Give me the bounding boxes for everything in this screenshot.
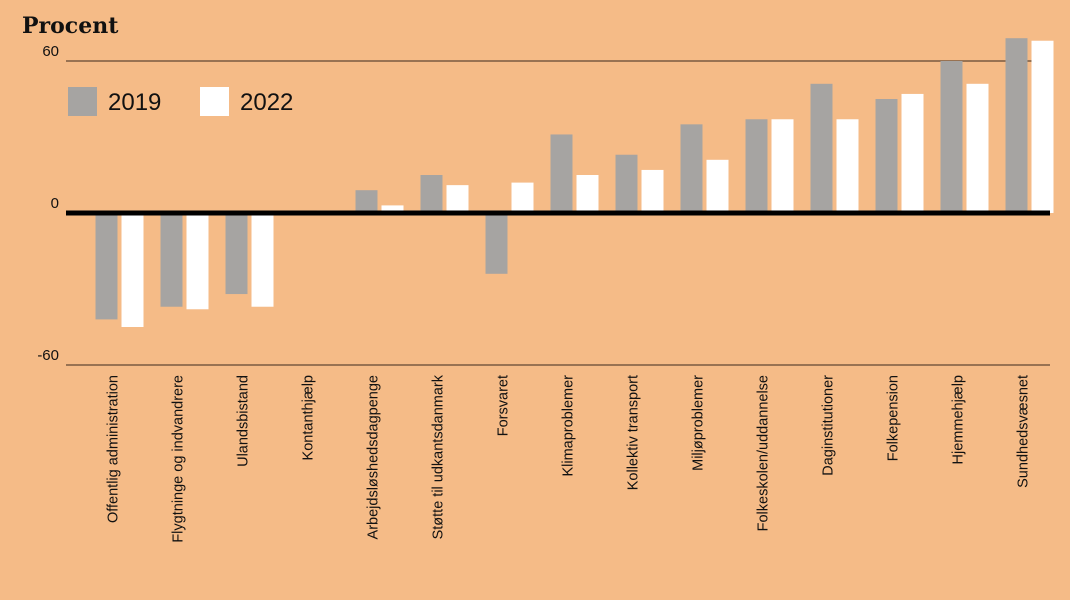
legend: 2019 2022 — [68, 87, 293, 116]
bar-2022 — [576, 175, 599, 213]
bar-2019 — [745, 119, 768, 213]
bar-2022 — [251, 213, 274, 307]
x-tick-label: Hjemmehjælp — [951, 375, 967, 464]
y-tick-label: 60 — [42, 43, 59, 60]
bar-2019 — [95, 213, 118, 320]
bar-2022 — [836, 119, 859, 213]
x-tick-label: Kollektiv transport — [626, 375, 642, 490]
bar-2022 — [706, 159, 729, 213]
bars — [95, 38, 1054, 327]
x-tick-label: Folkepension — [886, 375, 902, 461]
bar-2022 — [641, 169, 664, 213]
bar-2019 — [680, 124, 703, 213]
legend-swatch-2019 — [68, 87, 97, 116]
x-tick-label: Offentlig administration — [106, 375, 122, 523]
y-tick-label: 0 — [51, 195, 59, 212]
legend-label-2019: 2019 — [108, 89, 161, 116]
bar-2022 — [1031, 40, 1054, 213]
x-tick-label: Daginstitutioner — [821, 375, 837, 476]
bar-2019 — [550, 134, 573, 213]
y-tick-labels: 60 0 -60 — [37, 43, 59, 364]
bar-2019 — [420, 175, 443, 213]
bar-2019 — [615, 154, 638, 213]
x-tick-label: Kontanthjælp — [301, 375, 317, 460]
bar-2022 — [121, 213, 144, 327]
bar-2019 — [355, 190, 378, 213]
legend-label-2022: 2022 — [240, 89, 293, 116]
bar-2022 — [511, 182, 534, 213]
x-tick-label: Sundhedsvæsnet — [1016, 375, 1032, 488]
legend-swatch-2022 — [200, 87, 229, 116]
bar-2022 — [186, 213, 209, 310]
gridlines — [66, 60, 1050, 366]
bar-2019 — [875, 99, 898, 213]
bar-2022 — [901, 93, 924, 213]
x-tick-label: Folkeskolen/uddannelse — [756, 375, 772, 531]
y-tick-label: -60 — [37, 347, 59, 364]
bar-2019 — [940, 61, 963, 213]
bar-2019 — [160, 213, 183, 307]
x-tick-label: Miljøproblemer — [691, 375, 707, 471]
x-tick-label: Flygtninge og indvandrere — [171, 375, 187, 543]
bar-2022 — [966, 83, 989, 213]
bar-2022 — [446, 185, 469, 213]
bar-2019 — [225, 213, 248, 295]
x-tick-label: Støtte til udkantsdanmark — [431, 374, 447, 539]
bar-2019 — [810, 83, 833, 213]
bar-2022 — [381, 205, 404, 213]
bar-2022 — [771, 119, 794, 213]
x-tick-label: Ulandsbistand — [236, 375, 252, 467]
x-tick-labels: Offentlig administration Flygtninge og in… — [106, 374, 1032, 542]
chart-title: Procent — [22, 13, 119, 39]
x-tick-label: Forsvaret — [496, 375, 512, 436]
x-tick-label: Klimaproblemer — [561, 375, 577, 477]
bar-2019 — [485, 213, 508, 274]
bar-2019 — [1005, 38, 1028, 214]
x-tick-label: Arbejdsløshedsdagpenge — [366, 375, 382, 539]
